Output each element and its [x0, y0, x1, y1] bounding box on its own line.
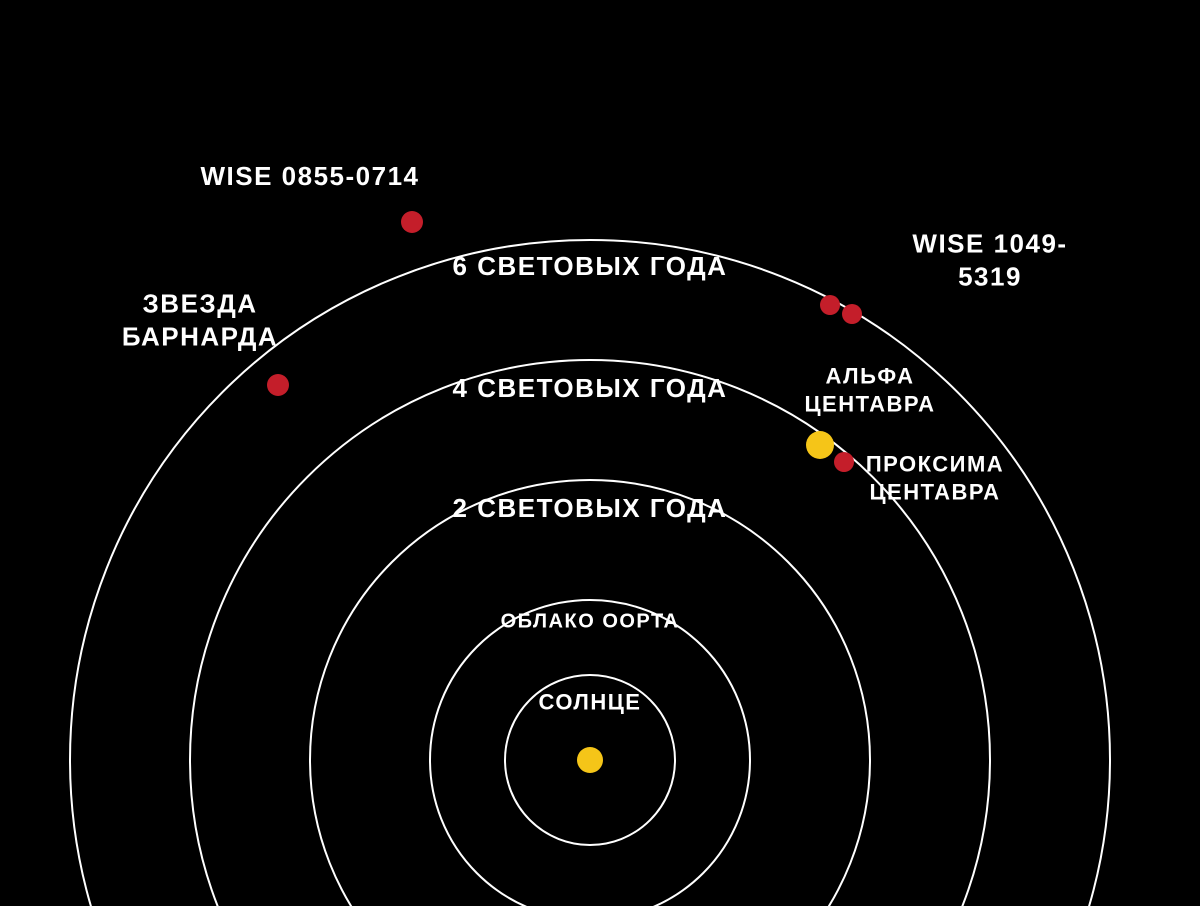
label-barnard-label: ЗВЕЗДА БАРНАРДА [122, 288, 278, 353]
label-proxima-label: ПРОКСИМА ЦЕНТАВРА [866, 451, 1004, 506]
label-wise0855-label: WISE 0855-0714 [200, 160, 419, 193]
body-alpha-centauri [806, 431, 834, 459]
body-barnard [267, 374, 289, 396]
label-wise1049-label: WISE 1049-5319 [885, 228, 1095, 293]
label-ring6-label: 6 СВЕТОВЫХ ГОДА [453, 250, 728, 283]
star-map-diagram [0, 0, 1200, 906]
body-sun [577, 747, 603, 773]
label-sun-label: СОЛНЦЕ [539, 688, 642, 716]
label-alpha-label: АЛЬФА ЦЕНТАВРА [804, 363, 935, 418]
label-oort-label: ОБЛАКО ООРТА [501, 610, 680, 635]
body-wise-1049-a [820, 295, 840, 315]
body-proxima [834, 452, 854, 472]
body-wise-0855 [401, 211, 423, 233]
body-wise-1049-b [842, 304, 862, 324]
label-ring4-label: 4 СВЕТОВЫХ ГОДА [453, 372, 728, 405]
label-ring2-label: 2 СВЕТОВЫХ ГОДА [453, 492, 728, 525]
